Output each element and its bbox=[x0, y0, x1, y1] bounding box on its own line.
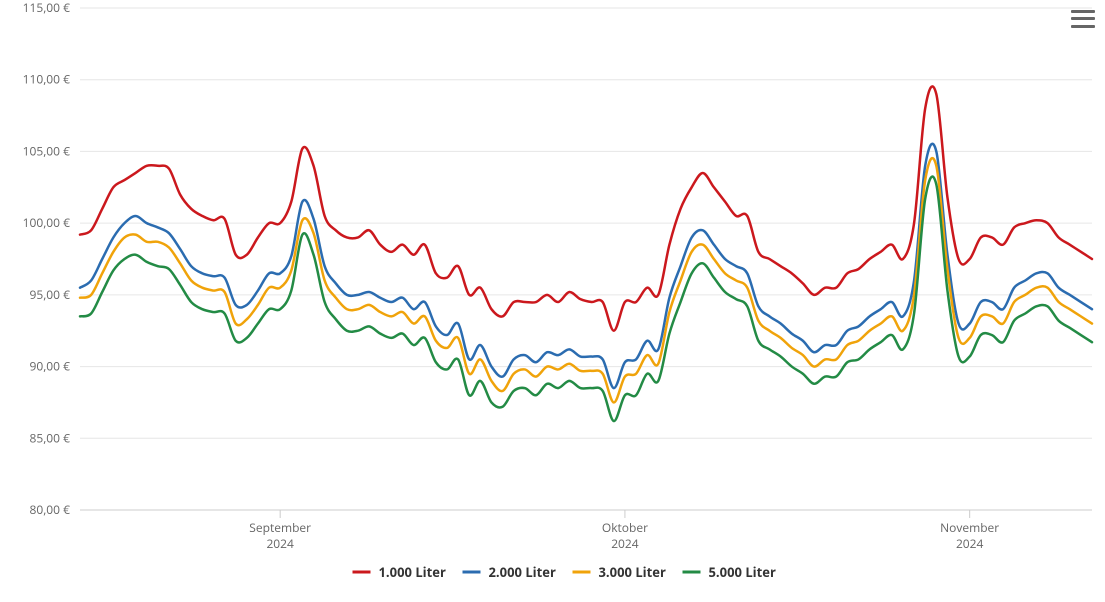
series-2.000-liter[interactable] bbox=[80, 144, 1092, 388]
x-tick-year: 2024 bbox=[266, 535, 294, 552]
x-tick-year: 2024 bbox=[611, 535, 639, 552]
series-3.000-liter[interactable] bbox=[80, 158, 1092, 402]
price-chart: 80,00 € 85,00 € 90,00 € 95,00 € 100,00 € 105,… bbox=[0, 0, 1105, 602]
legend-label[interactable]: 1.000 Liter bbox=[379, 563, 446, 581]
y-tick-label: 115,00 € bbox=[23, 0, 71, 16]
y-tick-label: 110,00 € bbox=[23, 71, 71, 88]
x-tick-year: 2024 bbox=[956, 535, 984, 552]
chart-svg: 80,00 € 85,00 € 90,00 € 95,00 € 100,00 € 105,… bbox=[0, 0, 1105, 602]
y-tick-label: 80,00 € bbox=[29, 501, 70, 518]
y-tick-label: 100,00 € bbox=[23, 214, 71, 231]
y-tick-label: 90,00 € bbox=[29, 358, 70, 375]
legend-label[interactable]: 2.000 Liter bbox=[489, 563, 556, 581]
x-tick-month: September bbox=[249, 519, 311, 536]
legend-label[interactable]: 5.000 Liter bbox=[709, 563, 776, 581]
y-tick-label: 85,00 € bbox=[29, 429, 70, 446]
x-tick-month: November bbox=[940, 519, 999, 536]
chart-context-menu-button[interactable] bbox=[1071, 6, 1095, 32]
x-tick-month: Oktober bbox=[602, 519, 648, 536]
y-tick-label: 95,00 € bbox=[29, 286, 70, 303]
legend-label[interactable]: 3.000 Liter bbox=[599, 563, 666, 581]
y-tick-label: 105,00 € bbox=[23, 142, 71, 159]
